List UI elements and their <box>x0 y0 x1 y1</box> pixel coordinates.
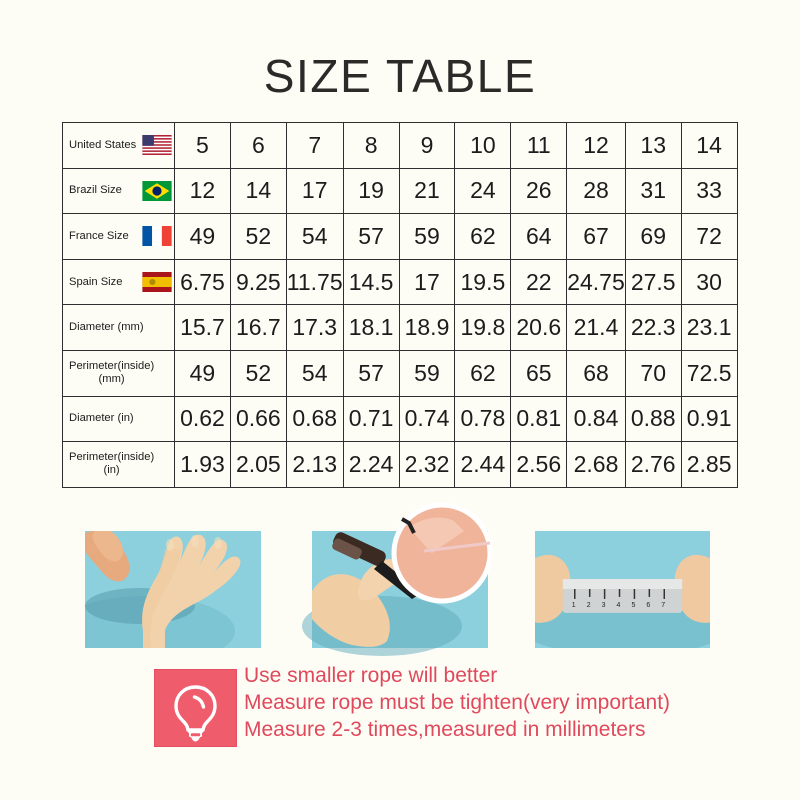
svg-text:2: 2 <box>587 602 591 609</box>
svg-text:4: 4 <box>617 602 621 609</box>
svg-text:6: 6 <box>646 602 650 609</box>
svg-text:7: 7 <box>661 602 665 609</box>
svg-text:5: 5 <box>631 602 635 609</box>
svg-text:1: 1 <box>572 602 576 609</box>
svg-text:3: 3 <box>602 602 606 609</box>
